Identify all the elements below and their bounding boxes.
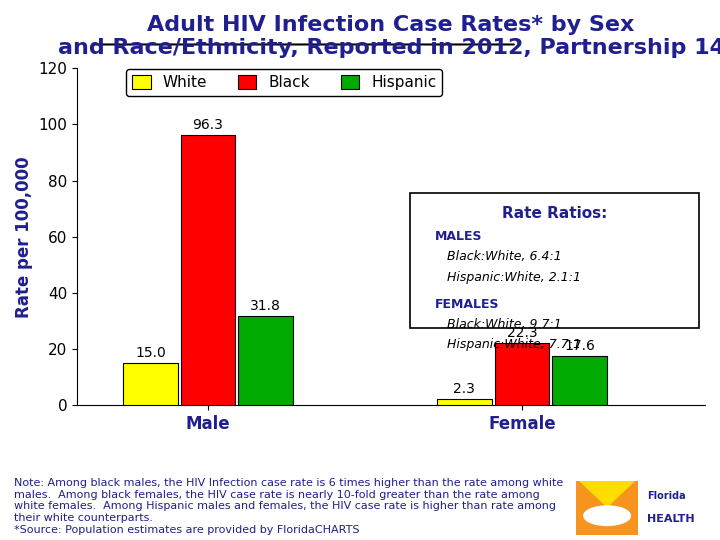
Bar <box>437 399 492 406</box>
Text: FEMALES: FEMALES <box>435 298 500 310</box>
Text: MALES: MALES <box>435 230 482 243</box>
Polygon shape <box>579 481 636 508</box>
Title: Adult HIV Infection Case Rates* by Sex
and Race/Ethnicity, Reported in 2012, Par: Adult HIV Infection Case Rates* by Sex a… <box>58 15 720 58</box>
Text: 15.0: 15.0 <box>135 347 166 361</box>
Text: 31.8: 31.8 <box>250 299 281 313</box>
Bar <box>238 316 293 406</box>
Text: Hispanic:White, 2.1:1: Hispanic:White, 2.1:1 <box>435 271 581 284</box>
Text: Hispanic:White, 7.7:1: Hispanic:White, 7.7:1 <box>435 338 581 351</box>
Text: 17.6: 17.6 <box>564 339 595 353</box>
Text: Black:White, 6.4:1: Black:White, 6.4:1 <box>435 250 562 264</box>
Text: Florida: Florida <box>647 491 686 501</box>
Bar <box>495 343 549 406</box>
FancyBboxPatch shape <box>576 481 638 535</box>
Text: 96.3: 96.3 <box>192 118 223 132</box>
Legend: White, Black, Hispanic: White, Black, Hispanic <box>126 69 443 96</box>
Bar <box>552 356 607 406</box>
Text: HEALTH: HEALTH <box>647 515 695 524</box>
Circle shape <box>584 506 631 525</box>
Text: Black:White, 9.7:1: Black:White, 9.7:1 <box>435 318 562 331</box>
FancyBboxPatch shape <box>410 193 698 328</box>
Text: 2.3: 2.3 <box>454 382 475 396</box>
Text: 22.3: 22.3 <box>507 326 537 340</box>
Bar <box>181 134 235 406</box>
Text: Rate Ratios:: Rate Ratios: <box>502 206 607 221</box>
Text: Note: Among black males, the HIV Infection case rate is 6 times higher than the : Note: Among black males, the HIV Infecti… <box>14 478 564 535</box>
Bar <box>123 363 178 406</box>
Y-axis label: Rate per 100,000: Rate per 100,000 <box>15 156 33 318</box>
